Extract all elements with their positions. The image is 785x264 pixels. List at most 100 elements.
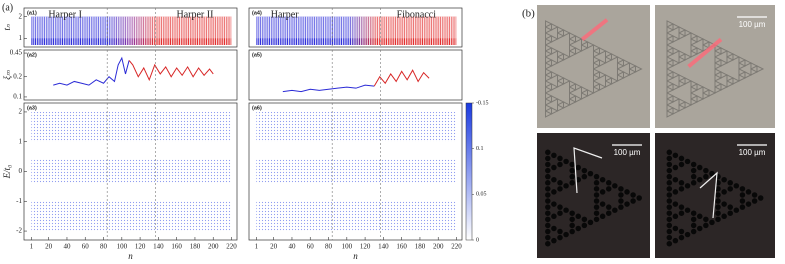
lattice bbox=[666, 56, 675, 64]
lattice bbox=[545, 104, 553, 112]
panel-tag: (a3) bbox=[27, 105, 37, 111]
lattice bbox=[666, 74, 675, 82]
x-tick-label: 100 bbox=[117, 243, 128, 251]
lattice bbox=[703, 167, 709, 174]
lattice bbox=[750, 62, 759, 70]
lattice bbox=[563, 29, 571, 37]
lattice bbox=[696, 47, 705, 55]
lattice bbox=[618, 186, 624, 192]
y-tick-label: 2 bbox=[19, 108, 23, 116]
spectrum-band bbox=[31, 201, 232, 232]
colorbar-label: 0.1 bbox=[476, 146, 484, 152]
scale-label: 100 µm bbox=[614, 148, 641, 157]
lattice bbox=[684, 29, 693, 37]
lattice bbox=[551, 213, 557, 220]
lattice bbox=[720, 71, 729, 79]
lattice bbox=[569, 80, 577, 88]
lattice bbox=[551, 201, 557, 207]
lattice bbox=[715, 210, 721, 216]
lattice bbox=[738, 62, 747, 70]
lattice bbox=[575, 213, 582, 220]
lattice bbox=[569, 210, 575, 216]
lattice bbox=[604, 80, 613, 88]
lattice bbox=[599, 213, 606, 220]
lattice bbox=[727, 210, 733, 216]
line-series bbox=[373, 69, 430, 87]
lattice bbox=[744, 59, 753, 67]
region-label: Harper I bbox=[48, 9, 82, 20]
lattice bbox=[610, 53, 619, 61]
lattice bbox=[666, 240, 673, 247]
lattice bbox=[616, 56, 625, 64]
spectrum-band bbox=[256, 111, 457, 142]
x-tick-label: 220 bbox=[451, 243, 462, 251]
lattice bbox=[672, 213, 679, 220]
lattice bbox=[714, 56, 723, 64]
lattice bbox=[604, 56, 613, 64]
lattice bbox=[690, 86, 699, 94]
lattice bbox=[684, 77, 693, 85]
region-label: Harper bbox=[271, 9, 299, 20]
lattice bbox=[709, 170, 715, 177]
lattice bbox=[678, 26, 687, 34]
lattice bbox=[557, 98, 565, 106]
lattice bbox=[545, 32, 553, 40]
sierpinski bbox=[545, 149, 642, 247]
lattice bbox=[569, 98, 577, 106]
lattice bbox=[697, 176, 703, 183]
lattice bbox=[714, 80, 723, 88]
laser bbox=[687, 37, 723, 69]
lattice bbox=[666, 155, 673, 162]
y-tick-label: 1 bbox=[19, 34, 23, 42]
lattice bbox=[593, 50, 601, 58]
lattice bbox=[672, 152, 679, 159]
lattice bbox=[715, 216, 721, 223]
spectrum-band bbox=[31, 159, 232, 184]
lattice bbox=[678, 204, 685, 210]
lattice bbox=[697, 213, 703, 220]
lattice bbox=[672, 201, 679, 207]
lattice bbox=[545, 198, 551, 204]
lattice bbox=[557, 180, 563, 186]
lattice bbox=[684, 158, 691, 165]
lattice bbox=[672, 71, 681, 79]
lattice bbox=[750, 68, 759, 76]
lattice bbox=[672, 23, 681, 31]
lattice bbox=[672, 83, 681, 91]
lattice bbox=[545, 80, 553, 88]
lattice bbox=[581, 38, 589, 46]
lattice bbox=[545, 180, 551, 186]
lattice bbox=[715, 198, 721, 204]
lattice bbox=[690, 32, 699, 40]
lattice bbox=[678, 56, 687, 64]
lattice bbox=[557, 80, 565, 88]
lattice bbox=[708, 89, 717, 97]
panel-label: (a) bbox=[2, 2, 13, 13]
lattice bbox=[714, 68, 723, 76]
y-axis-label: ξₘ bbox=[2, 70, 12, 80]
lattice bbox=[715, 186, 721, 192]
lattice bbox=[599, 201, 606, 207]
lattice bbox=[666, 234, 673, 241]
lattice bbox=[666, 186, 673, 192]
lattice bbox=[545, 38, 553, 46]
lattice bbox=[630, 192, 636, 198]
x-tick-label: 80 bbox=[100, 243, 108, 251]
x-tick-label: 40 bbox=[288, 243, 296, 251]
lattice bbox=[684, 101, 693, 109]
lattice bbox=[593, 74, 601, 82]
lattice bbox=[666, 161, 673, 168]
lattice bbox=[715, 192, 721, 198]
lattice bbox=[666, 228, 673, 235]
lattice bbox=[630, 198, 636, 204]
lattice bbox=[575, 47, 583, 55]
lattice bbox=[551, 189, 557, 195]
x-tick-label: 120 bbox=[135, 243, 146, 251]
lattice bbox=[751, 198, 758, 204]
lattice bbox=[666, 149, 673, 156]
lattice bbox=[545, 68, 553, 76]
panel-tag: (a6) bbox=[252, 105, 262, 111]
region-label: Fibonacci bbox=[397, 9, 437, 20]
sierpinski bbox=[666, 20, 765, 118]
